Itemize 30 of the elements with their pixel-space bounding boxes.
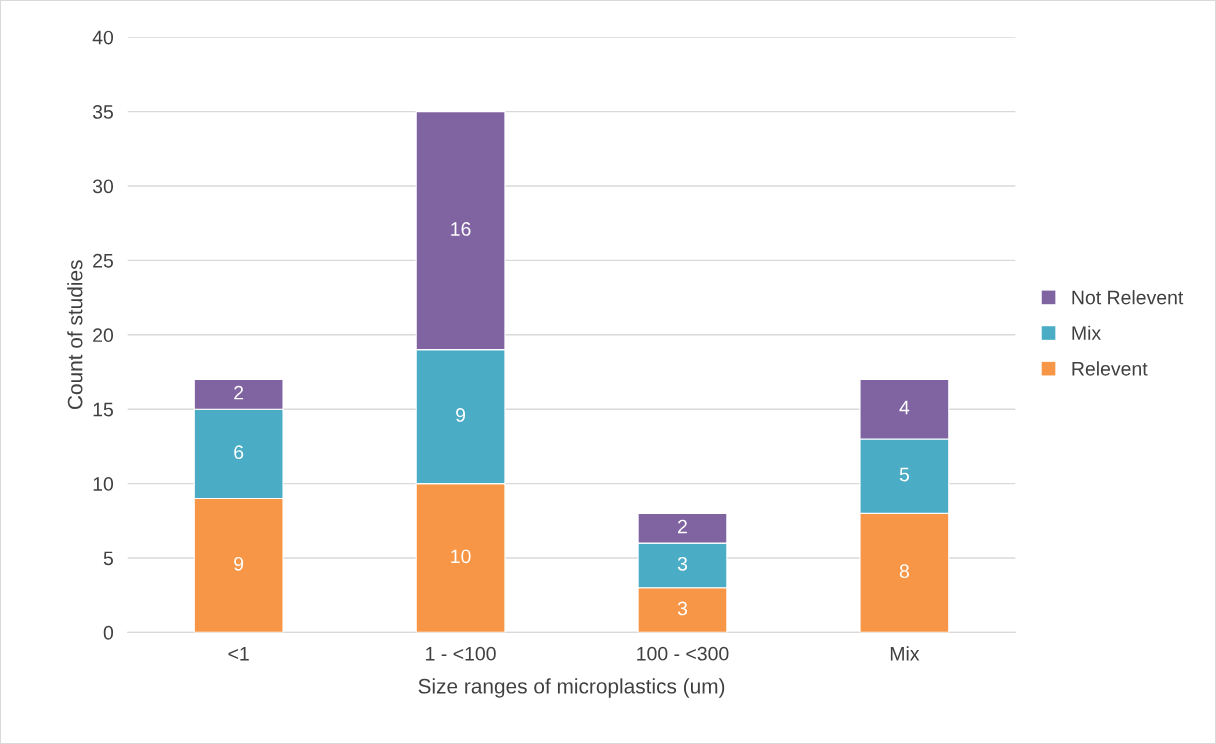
legend-label: Relevent [1072,361,1148,376]
data-label: 3 [677,601,688,616]
x-tick-label: Mix [890,646,920,661]
y-tick-label: 25 [93,253,113,268]
y-tick-label: 30 [92,179,114,194]
data-label: 10 [451,549,471,564]
data-label: 9 [456,408,466,422]
data-label: 6 [234,445,244,460]
data-label: 2 [234,385,244,400]
data-label: 8 [899,564,909,579]
y-tick-label: 20 [93,328,114,343]
data-label: 9 [234,556,244,571]
legend-label: Mix [1072,325,1101,340]
x-tick-label: 1 - <100 [426,646,496,661]
y-tick-label: 15 [93,402,113,417]
x-axis-title: Size ranges of microplastics (um) [418,678,725,698]
data-label: 5 [899,467,909,482]
y-tick-label: 35 [92,105,113,119]
y-tick-label: 40 [92,30,114,45]
legend-label: Not Relevent [1072,290,1184,305]
x-tick-label: <1 [228,647,249,661]
data-label: 2 [678,519,687,534]
y-tick-label: 10 [93,477,114,491]
data-label: 16 [451,222,471,236]
data-label: 4 [899,400,910,415]
y-tick-label: 0 [103,625,114,640]
y-axis-title: Count of studies [67,260,83,410]
x-tick-label: 100 - <300 [637,646,729,661]
y-tick-label: 5 [103,551,113,566]
data-label: 3 [677,556,688,571]
